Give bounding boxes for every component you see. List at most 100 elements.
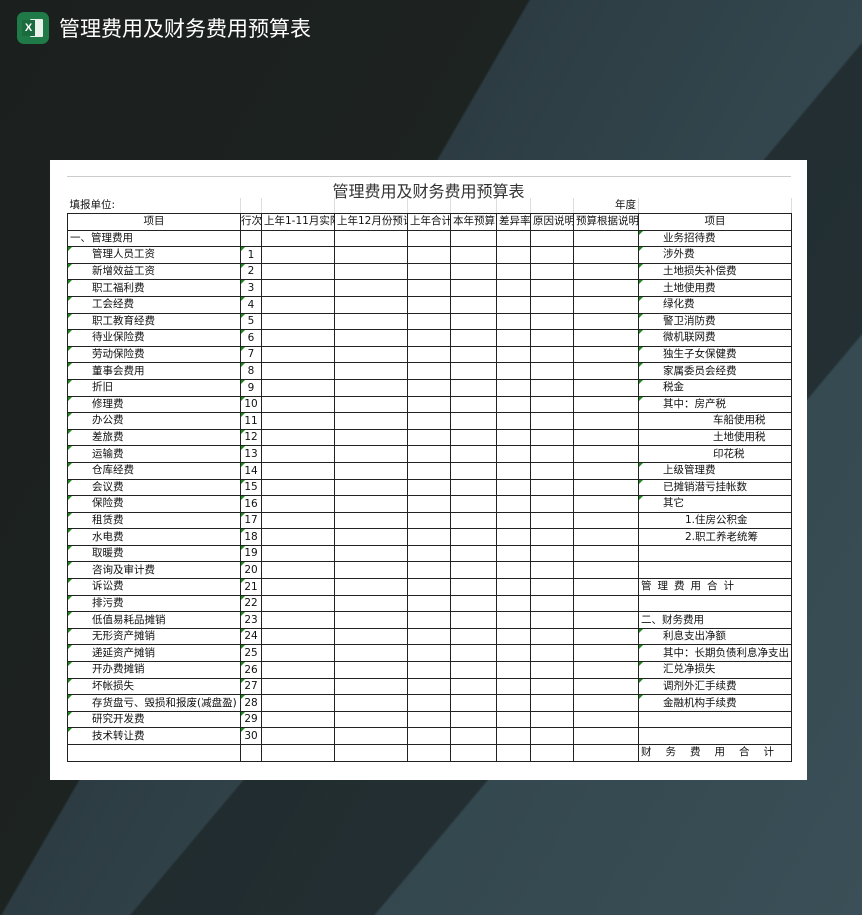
data-cell[interactable] <box>573 229 639 248</box>
data-cell[interactable] <box>496 594 531 613</box>
data-cell[interactable] <box>407 627 451 646</box>
data-cell[interactable] <box>407 312 451 331</box>
right-item-label[interactable]: 利息支出净额 <box>638 627 792 646</box>
row-number[interactable]: 12 <box>240 428 262 447</box>
data-cell[interactable] <box>573 395 639 414</box>
row-number[interactable]: 27 <box>240 677 262 696</box>
data-cell[interactable] <box>334 511 408 530</box>
data-cell[interactable] <box>261 478 335 497</box>
data-cell[interactable] <box>573 246 639 264</box>
data-cell[interactable] <box>450 412 497 430</box>
item-label[interactable]: 工会经费 <box>67 295 241 314</box>
data-cell[interactable] <box>261 428 335 447</box>
data-cell[interactable] <box>496 461 531 480</box>
item-label[interactable]: 职工教育经费 <box>67 312 241 331</box>
data-cell[interactable] <box>450 677 497 696</box>
data-cell[interactable] <box>450 661 497 679</box>
data-cell[interactable] <box>496 661 531 679</box>
right-item-label[interactable]: 汇兑净损失 <box>638 661 792 679</box>
data-cell[interactable] <box>334 578 408 596</box>
data-cell[interactable] <box>261 445 335 463</box>
right-item-label[interactable] <box>638 594 792 613</box>
data-cell[interactable] <box>530 378 574 397</box>
data-cell[interactable] <box>496 395 531 414</box>
data-cell[interactable] <box>407 677 451 696</box>
row-number[interactable]: 6 <box>240 329 262 347</box>
right-item-label[interactable]: 土地损失补偿费 <box>638 262 792 281</box>
data-cell[interactable] <box>496 578 531 596</box>
data-cell[interactable] <box>450 478 497 497</box>
data-cell[interactable] <box>334 279 408 297</box>
item-label[interactable]: 仓库经费 <box>67 461 241 480</box>
right-item-label[interactable]: 1.住房公积金 <box>638 511 792 530</box>
data-cell[interactable] <box>496 644 531 663</box>
data-cell[interactable] <box>530 295 574 314</box>
data-cell[interactable] <box>334 544 408 563</box>
data-cell[interactable] <box>450 378 497 397</box>
data-cell[interactable] <box>496 727 531 745</box>
data-cell[interactable] <box>334 677 408 696</box>
right-item-label[interactable]: 独生子女保健费 <box>638 345 792 364</box>
data-cell[interactable] <box>450 295 497 314</box>
data-cell[interactable] <box>573 511 639 530</box>
data-cell[interactable] <box>261 262 335 281</box>
data-cell[interactable] <box>530 279 574 297</box>
data-cell[interactable] <box>407 362 451 380</box>
data-cell[interactable] <box>407 295 451 314</box>
data-cell[interactable] <box>496 561 531 580</box>
data-cell[interactable] <box>334 478 408 497</box>
right-item-label[interactable]: 涉外费 <box>638 246 792 264</box>
item-label[interactable]: 诉讼费 <box>67 578 241 596</box>
data-cell[interactable] <box>450 362 497 380</box>
data-cell[interactable] <box>573 611 639 629</box>
data-cell[interactable] <box>450 694 497 712</box>
right-item-label[interactable]: 警卫消防费 <box>638 312 792 331</box>
data-cell[interactable] <box>573 495 639 513</box>
item-label[interactable]: 新增效益工资 <box>67 262 241 281</box>
data-cell[interactable] <box>496 345 531 364</box>
right-item-label[interactable] <box>638 561 792 580</box>
right-item-label[interactable]: 上级管理费 <box>638 461 792 480</box>
data-cell[interactable] <box>450 229 497 248</box>
data-cell[interactable] <box>334 445 408 463</box>
data-cell[interactable] <box>530 262 574 281</box>
data-cell[interactable] <box>530 677 574 696</box>
row-number[interactable]: 28 <box>240 694 262 712</box>
data-cell[interactable] <box>496 412 531 430</box>
data-cell[interactable] <box>496 279 531 297</box>
data-cell[interactable] <box>573 744 639 762</box>
data-cell[interactable] <box>573 279 639 297</box>
data-cell[interactable] <box>573 312 639 331</box>
item-label[interactable]: 会议费 <box>67 478 241 497</box>
data-cell[interactable] <box>496 710 531 729</box>
data-cell[interactable] <box>261 661 335 679</box>
data-cell[interactable] <box>496 744 531 762</box>
data-cell[interactable] <box>496 445 531 463</box>
data-cell[interactable] <box>530 694 574 712</box>
data-cell[interactable] <box>573 627 639 646</box>
item-label[interactable]: 修理费 <box>67 395 241 414</box>
data-cell[interactable] <box>573 710 639 729</box>
data-cell[interactable] <box>530 461 574 480</box>
data-cell[interactable] <box>261 528 335 546</box>
data-cell[interactable] <box>530 495 574 513</box>
item-label[interactable]: 咨询及审计费 <box>67 561 241 580</box>
data-cell[interactable] <box>450 644 497 663</box>
item-label[interactable]: 坏帐损失 <box>67 677 241 696</box>
data-cell[interactable] <box>407 710 451 729</box>
data-cell[interactable] <box>573 727 639 745</box>
data-cell[interactable] <box>450 495 497 513</box>
data-cell[interactable] <box>450 279 497 297</box>
item-label[interactable]: 董事会费用 <box>67 362 241 380</box>
data-cell[interactable] <box>261 727 335 745</box>
data-cell[interactable] <box>573 412 639 430</box>
item-label[interactable]: 技术转让费 <box>67 727 241 745</box>
data-cell[interactable] <box>450 578 497 596</box>
data-cell[interactable] <box>573 461 639 480</box>
data-cell[interactable] <box>573 561 639 580</box>
row-number[interactable]: 1 <box>240 246 262 264</box>
data-cell[interactable] <box>261 279 335 297</box>
right-item-label[interactable]: 微机联网费 <box>638 329 792 347</box>
data-cell[interactable] <box>496 694 531 712</box>
data-cell[interactable] <box>450 262 497 281</box>
